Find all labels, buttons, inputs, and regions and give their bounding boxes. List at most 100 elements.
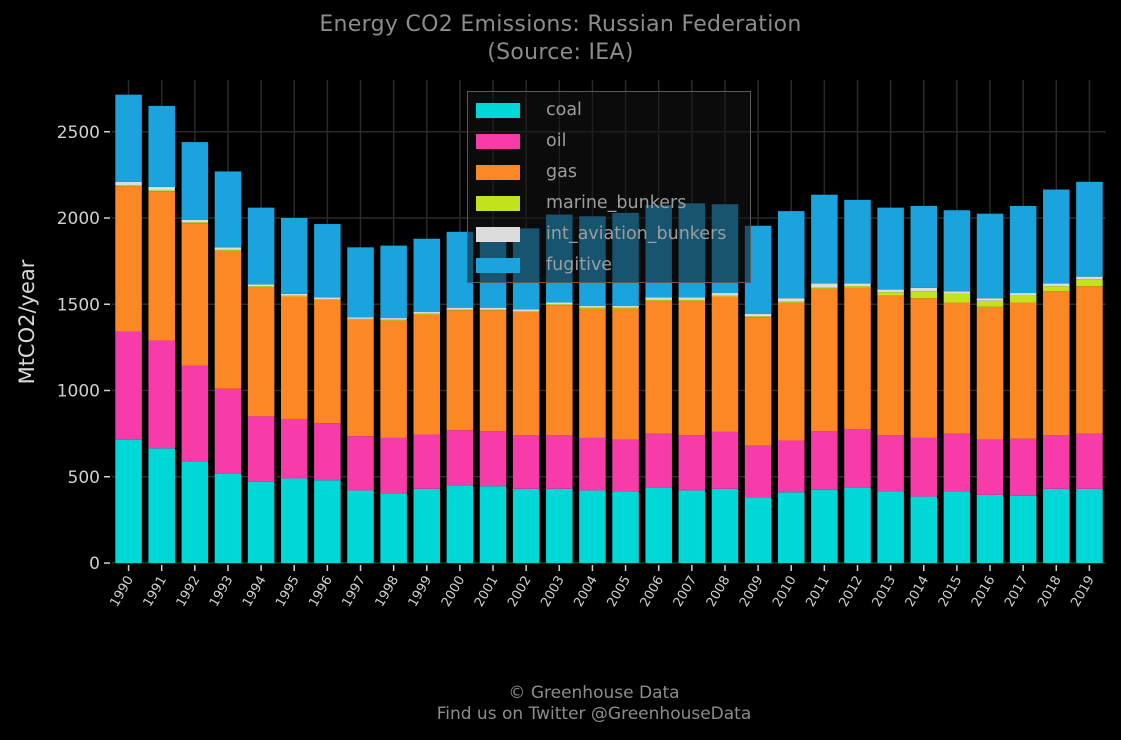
bar-fugitive-2016 xyxy=(976,213,1004,299)
bar-int_aviation_bunkers-2013 xyxy=(877,289,904,293)
legend-item-marine_bunkers: marine_bunkers xyxy=(476,193,686,213)
bar-coal-1998 xyxy=(380,494,407,563)
bar-fugitive-2017 xyxy=(1009,205,1037,294)
y-tick-label: 500 xyxy=(68,468,100,488)
bar-int_aviation_bunkers-2012 xyxy=(844,283,871,287)
bar-oil-1993 xyxy=(214,388,242,474)
bar-int_aviation_bunkers-1990 xyxy=(115,181,142,186)
bar-fugitive-2013 xyxy=(877,207,904,290)
x-tick-label: 2017 xyxy=(1002,574,1032,610)
bar-int_aviation_bunkers-2017 xyxy=(1009,293,1037,296)
bar-fugitive-2015 xyxy=(943,210,971,292)
bar-int_aviation_bunkers-1996 xyxy=(314,297,341,300)
x-tick-label: 2018 xyxy=(1035,574,1065,610)
bar-coal-2004 xyxy=(579,490,606,563)
bar-oil-2016 xyxy=(976,439,1004,495)
bar-int_aviation_bunkers-2010 xyxy=(777,298,805,302)
bar-int_aviation_bunkers-2008 xyxy=(711,293,739,296)
x-tick-label: 2004 xyxy=(571,574,601,610)
x-tick-label: 2006 xyxy=(638,574,668,610)
bar-coal-2019 xyxy=(1076,488,1103,563)
x-tick-label: 2015 xyxy=(936,574,966,610)
bar-int_aviation_bunkers-2000 xyxy=(446,307,474,310)
bar-marine_bunkers-2003 xyxy=(546,304,573,306)
x-tick-label: 1990 xyxy=(107,574,137,610)
bar-oil-2004 xyxy=(579,437,606,491)
bar-gas-2000 xyxy=(446,310,474,431)
chart-title-line1: Energy CO2 Emissions: Russian Federation xyxy=(319,12,802,37)
bar-oil-2019 xyxy=(1076,433,1103,489)
bar-fugitive-1998 xyxy=(380,245,407,319)
bar-coal-2006 xyxy=(645,487,672,563)
bar-fugitive-2012 xyxy=(844,199,871,284)
x-tick-label: 1996 xyxy=(306,574,336,610)
bar-marine_bunkers-2008 xyxy=(711,295,739,297)
bar-int_aviation_bunkers-1995 xyxy=(280,293,308,296)
bar-gas-2013 xyxy=(877,295,904,436)
bar-oil-2018 xyxy=(1043,435,1070,489)
bar-int_aviation_bunkers-2003 xyxy=(546,302,573,305)
legend-swatch xyxy=(476,102,520,118)
bar-gas-2016 xyxy=(976,306,1004,440)
legend-swatch xyxy=(476,257,520,273)
bar-int_aviation_bunkers-2009 xyxy=(744,313,772,317)
bar-coal-2000 xyxy=(446,485,474,563)
bar-marine_bunkers-2015 xyxy=(943,293,971,303)
bar-oil-2008 xyxy=(711,431,739,489)
y-tick-label: 1500 xyxy=(57,295,100,315)
bar-marine_bunkers-2010 xyxy=(777,301,805,303)
x-tick-label: 2001 xyxy=(472,574,502,610)
bar-coal-1997 xyxy=(347,490,374,563)
x-tick-label: 2002 xyxy=(505,574,535,610)
chart-title-line2: (Source: IEA) xyxy=(487,40,634,65)
bar-marine_bunkers-2001 xyxy=(479,309,507,311)
bar-coal-1994 xyxy=(247,481,275,563)
bar-oil-2003 xyxy=(546,435,573,489)
x-tick-label: 1997 xyxy=(339,574,369,610)
x-tick-label: 2019 xyxy=(1068,574,1098,610)
y-tick-label: 2500 xyxy=(57,123,100,143)
bar-gas-2011 xyxy=(811,288,838,432)
bar-int_aviation_bunkers-2015 xyxy=(943,291,971,294)
bar-marine_bunkers-2016 xyxy=(976,300,1004,307)
bar-marine_bunkers-2013 xyxy=(877,292,904,296)
bar-coal-1990 xyxy=(115,439,142,563)
legend-swatch xyxy=(476,195,520,211)
bar-int_aviation_bunkers-2018 xyxy=(1043,283,1070,287)
bar-gas-1991 xyxy=(148,191,175,341)
bar-oil-2010 xyxy=(777,440,805,493)
y-tick-label: 1000 xyxy=(57,382,100,402)
bar-gas-2004 xyxy=(579,308,606,438)
bar-marine_bunkers-2017 xyxy=(1009,295,1037,303)
bar-fugitive-1996 xyxy=(314,224,341,298)
bar-fugitive-2011 xyxy=(811,194,838,284)
bar-oil-2001 xyxy=(479,431,507,487)
bar-coal-2009 xyxy=(744,497,772,563)
bar-coal-2001 xyxy=(479,486,507,563)
x-tick-label: 2011 xyxy=(803,574,833,610)
bar-coal-2007 xyxy=(678,490,706,563)
bar-fugitive-1995 xyxy=(280,218,308,294)
bar-int_aviation_bunkers-2014 xyxy=(910,287,938,292)
bar-gas-2009 xyxy=(744,317,772,446)
bar-fugitive-2010 xyxy=(777,211,805,299)
bar-oil-2013 xyxy=(877,435,904,492)
bar-marine_bunkers-2000 xyxy=(446,309,474,311)
bar-coal-2013 xyxy=(877,491,904,563)
bar-marine_bunkers-2019 xyxy=(1076,279,1103,287)
bar-marine_bunkers-1999 xyxy=(413,313,441,315)
bar-gas-2018 xyxy=(1043,291,1070,436)
bar-gas-2019 xyxy=(1076,286,1103,434)
bar-gas-2002 xyxy=(512,312,540,436)
bar-marine_bunkers-1993 xyxy=(214,249,242,251)
bar-fugitive-1992 xyxy=(181,142,209,220)
bar-oil-1992 xyxy=(181,365,209,462)
bar-gas-1997 xyxy=(347,319,374,437)
x-tick-label: 1998 xyxy=(373,574,403,610)
bar-coal-2015 xyxy=(943,491,971,563)
bar-coal-2017 xyxy=(1009,495,1037,563)
bar-gas-2012 xyxy=(844,287,871,430)
bar-marine_bunkers-2009 xyxy=(744,316,772,318)
bar-coal-2005 xyxy=(612,491,639,563)
